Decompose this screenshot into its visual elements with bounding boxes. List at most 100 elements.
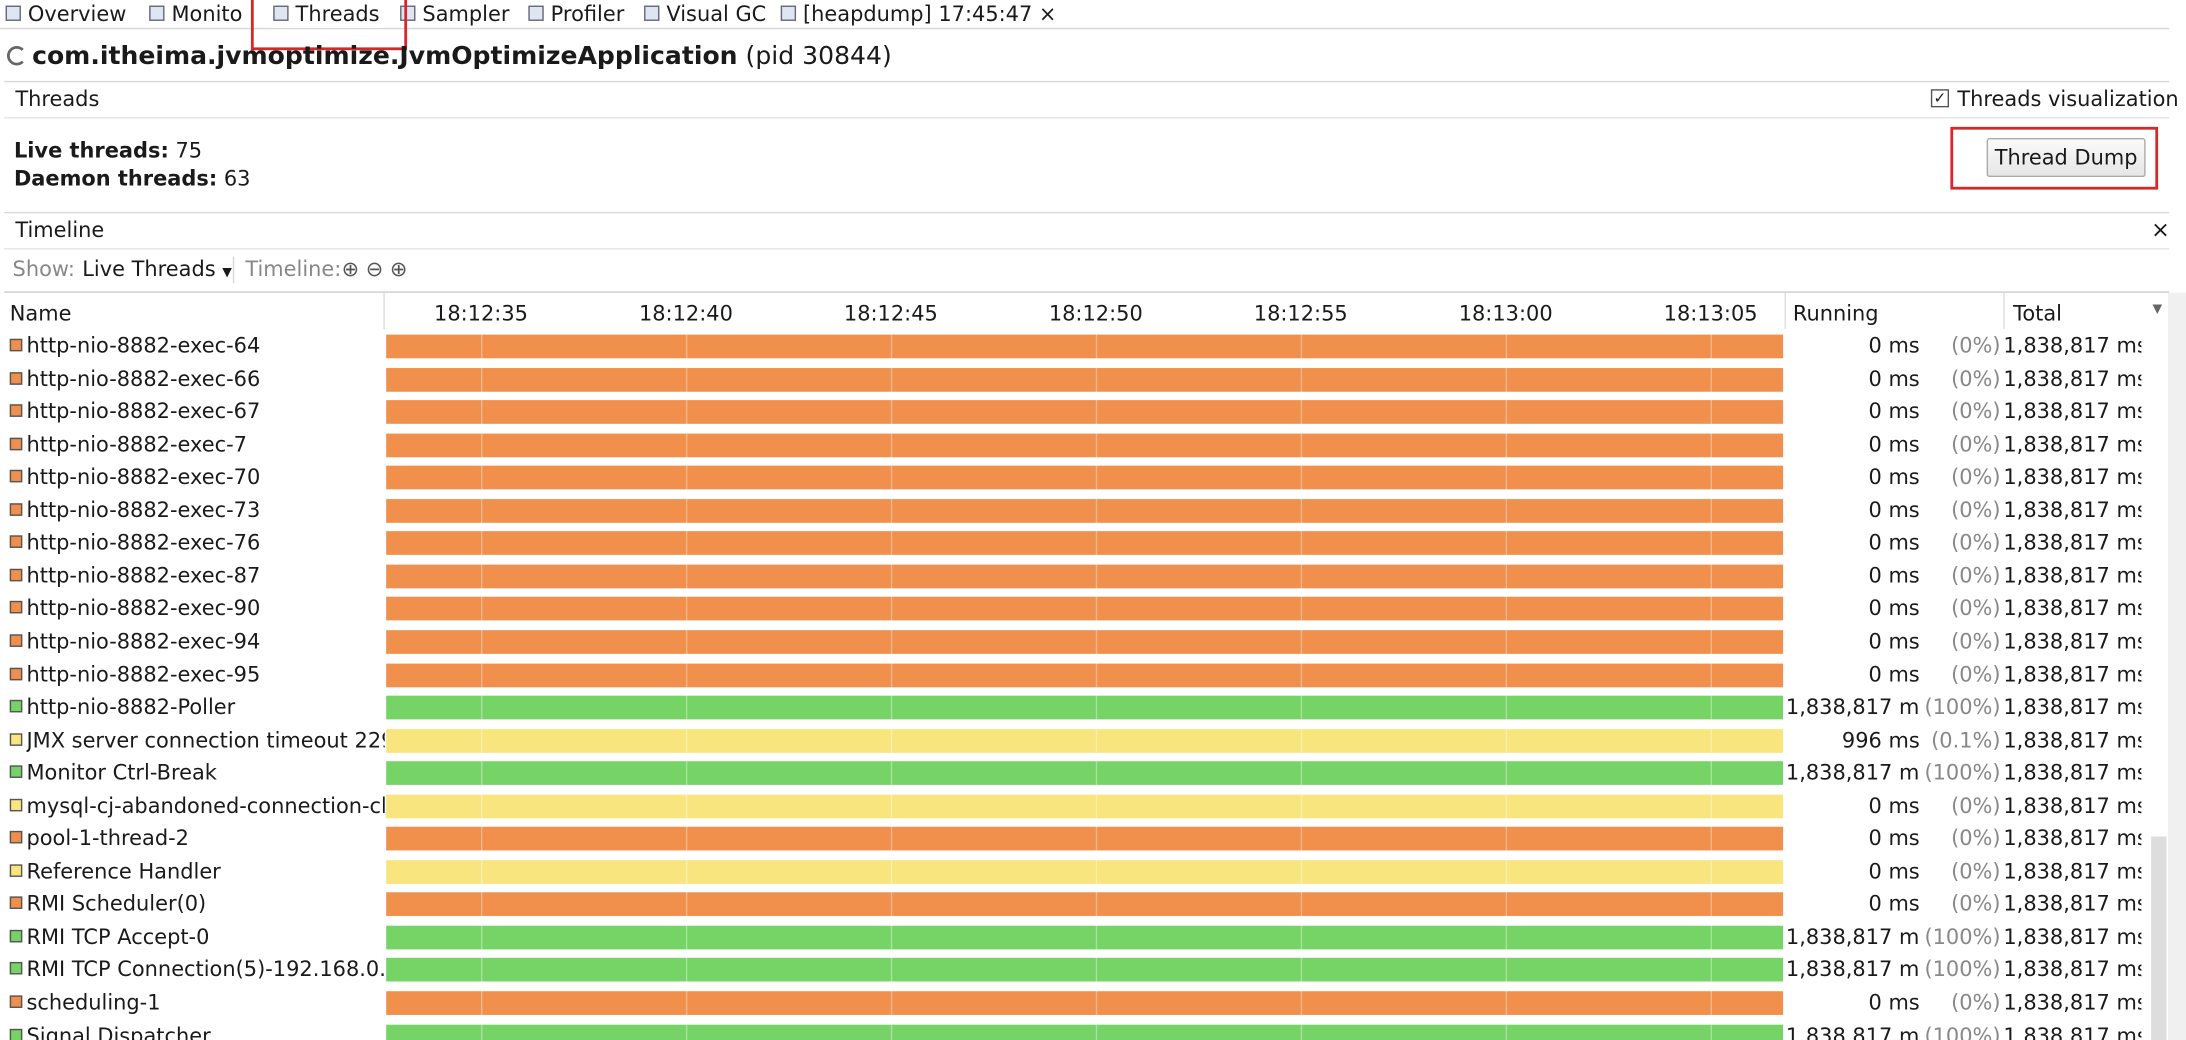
running-percent: (0%) [1951,792,2001,818]
thread-row: pool-1-thread-2 0 ms (0%) 1,838,817 ms [0,823,2168,856]
timeline-bar [386,498,1784,523]
tab[interactable]: Sampler [397,0,509,28]
thread-name: http-nio-8882-exec-95 [26,661,261,687]
close-button[interactable]: × [2151,216,2170,243]
state-icon [9,962,23,976]
timeline-bar [386,662,1784,687]
scroll-thumb[interactable] [2151,836,2167,1040]
thread-row: RMI Scheduler(0) 0 ms (0%) 1,838,817 ms [0,889,2168,922]
thread-name: http-nio-8882-exec-70 [26,464,261,490]
state-icon [9,404,23,417]
timeline-bar [386,794,1784,818]
time-tick-label: 18:13:05 [1663,301,1758,327]
thread-name: http-nio-8882-exec-73 [26,497,261,523]
thread-dump-button[interactable]: Thread Dump [1986,138,2146,178]
column-header: Running [1792,301,1879,327]
time-tick-label: 18:12:50 [1048,301,1143,327]
total-time: 1,838,817 ms [2003,956,2142,983]
state-icon [9,371,23,385]
thread-row: RMI TCP Accept-0 1,838,817 ms (100%) 1,838,… [0,921,2168,954]
checkbox-label[interactable]: Threads visualization [1957,86,2179,112]
timeline-bar [386,465,1784,490]
value: 63 [223,165,251,191]
tab[interactable]: Threads [270,0,380,28]
scrollbar[interactable] [2167,292,2186,1040]
state-icon [9,634,23,647]
tab[interactable]: Profiler [526,0,625,28]
total-time: 1,838,817 ms [2003,792,2142,818]
thread-row: Reference Handler 0 ms (0%) 1,838,817 ms [0,856,2168,889]
state-icon [9,338,23,352]
threads-header [4,80,2170,119]
state-icon [9,502,23,516]
show-dropdown[interactable]: Live Threads ▼ [82,257,232,286]
thread-row: http-nio-8882-exec-90 0 ms (0%) 1,838,817 m… [0,593,2168,626]
timeline-bar [386,433,1784,457]
time-tick-label: 18:12:45 [843,301,938,327]
running-time: 0 ms [1868,792,1920,818]
tab[interactable]: Visual GC [641,0,766,28]
timeline-header [4,211,2170,250]
tab-icon [780,5,797,21]
running-percent: (0%) [1951,595,2001,621]
time-tick-label: 18:13:00 [1458,301,1553,327]
total-time: 1,838,817 ms [2003,891,2142,917]
thread-name: JMX server connection timeout 229 [26,727,385,753]
thread-name: Monitor Ctrl-Break [26,759,217,786]
column-header: Name [9,301,72,327]
timeline-bar [386,531,1784,556]
timeline-bar [386,958,1784,983]
table-top-border [4,291,2170,293]
running-time: 0 ms [1868,398,1920,424]
thread-row: http-nio-8882-exec-66 0 ms (0%) 1,838,817 m… [0,363,2168,396]
loading-icon [6,46,27,66]
thread-row: http-nio-8882-exec-87 0 ms (0%) 1,838,817 m… [0,560,2168,593]
state-icon [9,437,23,450]
running-percent: (0%) [1951,891,2001,917]
tab-label: [heapdump] 17:45:47 [803,1,1033,27]
thread-name: http-nio-8882-exec-87 [26,563,261,589]
thread-name: scheduling-1 [26,989,161,1015]
running-percent: (0%) [1951,366,2001,392]
tab-label: Sampler [422,1,510,27]
timeline-bar [386,728,1784,753]
tab-close[interactable]: × [1032,1,1057,27]
total-time: 1,838,817 ms [2003,924,2142,950]
thread-name: http-nio-8882-exec-76 [26,530,261,556]
total-time: 1,838,817 ms [2003,759,2142,786]
time-grid-line [1505,330,1508,1040]
tab-icon [400,5,416,21]
timeline-bar [386,630,1784,654]
running-percent: (0%) [1951,333,2001,359]
tab[interactable]: Monito [146,0,242,28]
state-icon [9,601,23,614]
checkbox[interactable]: ✓ [1930,89,1949,108]
thread-row: http-nio-8882-exec-76 0 ms (0%) 1,838,817 m… [0,527,2168,560]
total-time: 1,838,817 ms [2003,464,2142,490]
state-icon [9,667,23,680]
thread-name: http-nio-8882-exec-94 [26,628,261,654]
column-divider [2003,292,2005,330]
running-percent: (0.1%) [1931,727,2001,753]
tab[interactable]: [heapdump] 17:45:47 × [778,0,1057,28]
column-divider [1784,292,1786,330]
running-percent: (0%) [1951,431,2001,457]
running-percent: (0%) [1951,628,2001,654]
zoom-icons[interactable]: ⊕ ⊖ ⊕ [341,256,408,282]
running-percent: (0%) [1951,398,2001,424]
running-time: 1,838,817 ms [1785,1022,1920,1040]
state-icon [9,995,23,1008]
threads-title: Threads [15,86,100,112]
tab[interactable]: Overview [3,0,126,28]
timeline-bar [386,367,1784,392]
app-name: com.itheima.jvmoptimize.JvmOptimizeAppli… [32,41,738,72]
tab-label: Profiler [550,1,625,27]
running-percent: (100%) [1924,1022,2001,1040]
state-icon [9,1028,23,1040]
running-percent: (0%) [1951,858,2001,884]
thread-name: Signal Dispatcher [26,1022,211,1040]
time-grid-line [1710,330,1712,1040]
thread-name: RMI Scheduler(0) [26,891,207,917]
live-threads: Live threads: 75 [14,138,202,163]
